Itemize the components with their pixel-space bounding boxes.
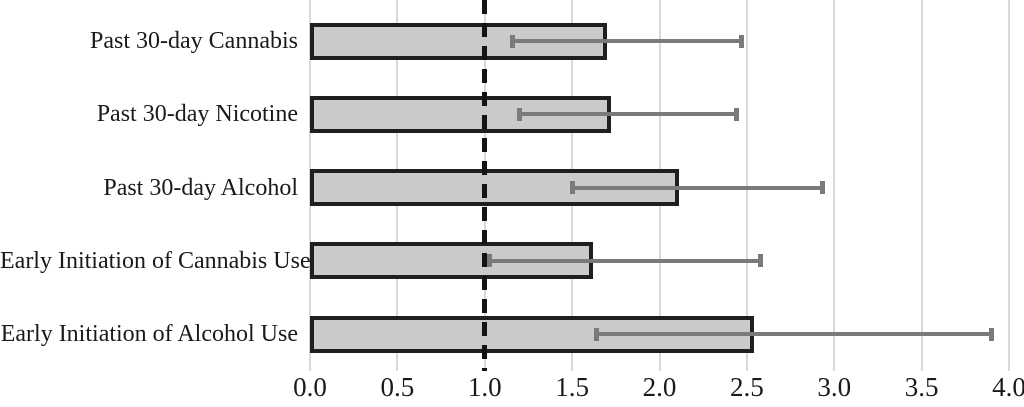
category-label: Past 30-day Nicotine: [96, 101, 298, 128]
x-tick-label: 0.0: [293, 372, 327, 402]
error-bar-cap: [517, 107, 523, 121]
error-bar-cap: [510, 34, 516, 48]
x-tick-label: 4.0: [992, 372, 1024, 402]
error-bar-cap: [758, 254, 764, 268]
error-bar-line: [596, 332, 992, 336]
x-tick-label: 3.5: [904, 372, 939, 402]
x-tick-label: 3.0: [817, 372, 852, 402]
x-tick-label: 2.5: [730, 372, 764, 402]
error-bar-line: [489, 258, 761, 263]
gridline: [920, 0, 923, 371]
category-label: Early Initiation of Alcohol Use: [0, 321, 298, 347]
reference-line: [482, 0, 488, 371]
x-tick-label: 1.5: [555, 372, 589, 402]
error-bar-cap: [594, 327, 600, 341]
category-label: Past 30-day Alcohol: [103, 174, 298, 201]
error-bar-cap: [989, 327, 995, 341]
error-bar-line: [572, 185, 823, 190]
error-bar-cap: [739, 34, 745, 48]
x-tick-label: 1.0: [467, 372, 502, 402]
plot-area: [309, 0, 1010, 371]
error-bar-cap: [569, 181, 575, 194]
x-tick-label: 0.5: [380, 372, 415, 402]
error-bar-line: [519, 112, 737, 117]
error-bar-cap: [819, 181, 825, 194]
error-bar-line: [512, 39, 742, 43]
error-bar-cap: [487, 254, 493, 268]
category-label: Past 30-day Cannabis: [90, 28, 298, 54]
x-tick-label: 2.0: [642, 372, 677, 402]
category-label: Early Initiation of Cannabis Use: [0, 247, 311, 274]
error-bar-cap: [733, 107, 739, 121]
gridline: [833, 0, 836, 371]
gridline: [1008, 0, 1010, 371]
